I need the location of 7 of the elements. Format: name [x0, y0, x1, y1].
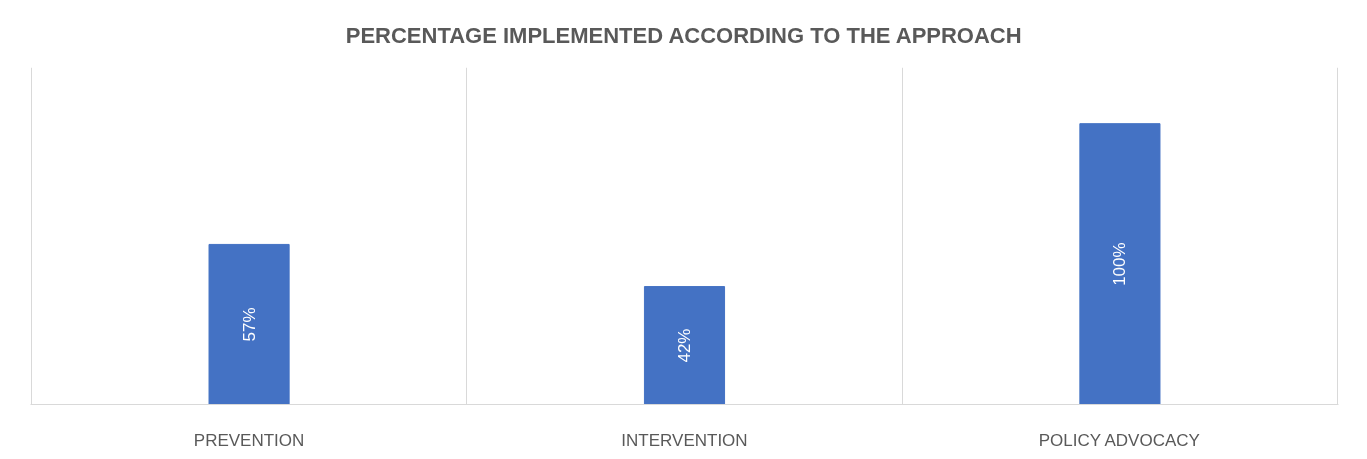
x-tick-label: POLICY ADVOCACY: [1038, 430, 1200, 450]
data-label: 100%: [1110, 242, 1130, 286]
chart-title: PERCENTAGE IMPLEMENTED ACCORDING TO THE APPROACH: [345, 22, 1022, 48]
data-label: 42%: [675, 328, 694, 363]
data-label: 57%: [239, 307, 259, 342]
x-tick-label: INTERVENTION: [621, 430, 748, 450]
x-tick-label: PREVENTION: [193, 430, 305, 450]
